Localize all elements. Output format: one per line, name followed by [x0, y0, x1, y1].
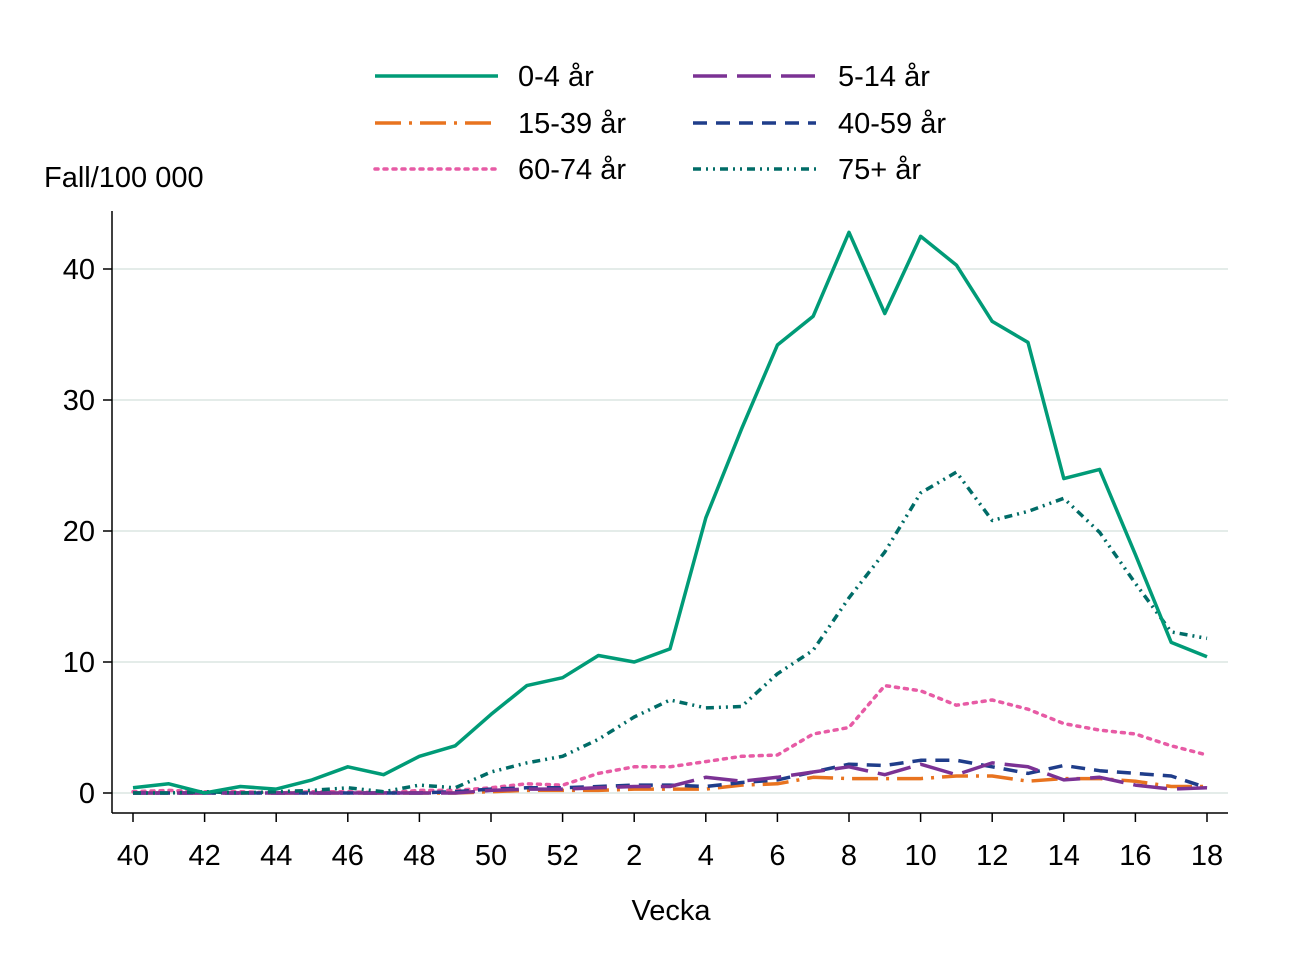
x-tick-label: 16 — [1119, 840, 1151, 872]
x-tick-label: 2 — [626, 840, 642, 872]
y-tick-label: 30 — [63, 385, 95, 417]
series-line-75plus-r — [133, 470, 1208, 795]
x-tick-label: 8 — [841, 840, 857, 872]
x-tick-label: 44 — [260, 840, 292, 872]
legend-item: 5-14 år — [693, 61, 930, 93]
series-line-60-74-r — [131, 683, 1209, 795]
series-line-5-14-r — [133, 761, 1208, 795]
y-axis-title: Fall/100 000 — [44, 162, 204, 194]
legend-item: 15-39 år — [375, 108, 626, 140]
x-axis-title: Vecka — [632, 895, 712, 927]
x-tick-label: 14 — [1048, 840, 1080, 872]
axes — [103, 211, 1228, 822]
y-tick-labels: 0 10 20 30 40 — [63, 254, 95, 810]
x-tick-label: 18 — [1191, 840, 1223, 872]
legend-item: 75+ år — [693, 154, 921, 186]
legend-label: 5-14 år — [838, 61, 930, 93]
legend-item: 0-4 år — [375, 61, 594, 93]
y-tick-label: 0 — [79, 778, 95, 810]
x-tick-label: 6 — [769, 840, 785, 872]
x-tick-label: 50 — [475, 840, 507, 872]
legend-label: 0-4 år — [518, 61, 594, 93]
y-tick-label: 20 — [63, 516, 95, 548]
x-tick-label: 46 — [332, 840, 364, 872]
legend-label: 75+ år — [838, 154, 921, 186]
x-tick-label: 40 — [117, 840, 149, 872]
x-tick-labels: 40 42 44 46 48 50 52 2 4 6 8 10 12 14 16 18 — [117, 840, 1223, 872]
legend-item: 40-59 år — [693, 108, 946, 140]
legend: 0-4 år 5-14 år 15-39 år 40-59 år 60-74 år 75+… — [373, 61, 946, 186]
series-line-0-4-r — [132, 230, 1208, 795]
y-tick-label: 10 — [63, 647, 95, 679]
legend-item: 60-74 år — [373, 154, 626, 186]
legend-label: 15-39 år — [518, 108, 626, 140]
gridlines — [112, 268, 1228, 794]
x-tick-label: 12 — [976, 840, 1008, 872]
x-tick-label: 4 — [698, 840, 714, 872]
legend-label: 40-59 år — [838, 108, 946, 140]
x-tick-label: 10 — [904, 840, 936, 872]
x-tick-label: 48 — [403, 840, 435, 872]
x-tick-label: 52 — [546, 840, 578, 872]
legend-label: 60-74 år — [518, 154, 626, 186]
y-tick-label: 40 — [63, 254, 95, 286]
series-lines — [131, 230, 1209, 795]
x-tick-label: 42 — [188, 840, 220, 872]
